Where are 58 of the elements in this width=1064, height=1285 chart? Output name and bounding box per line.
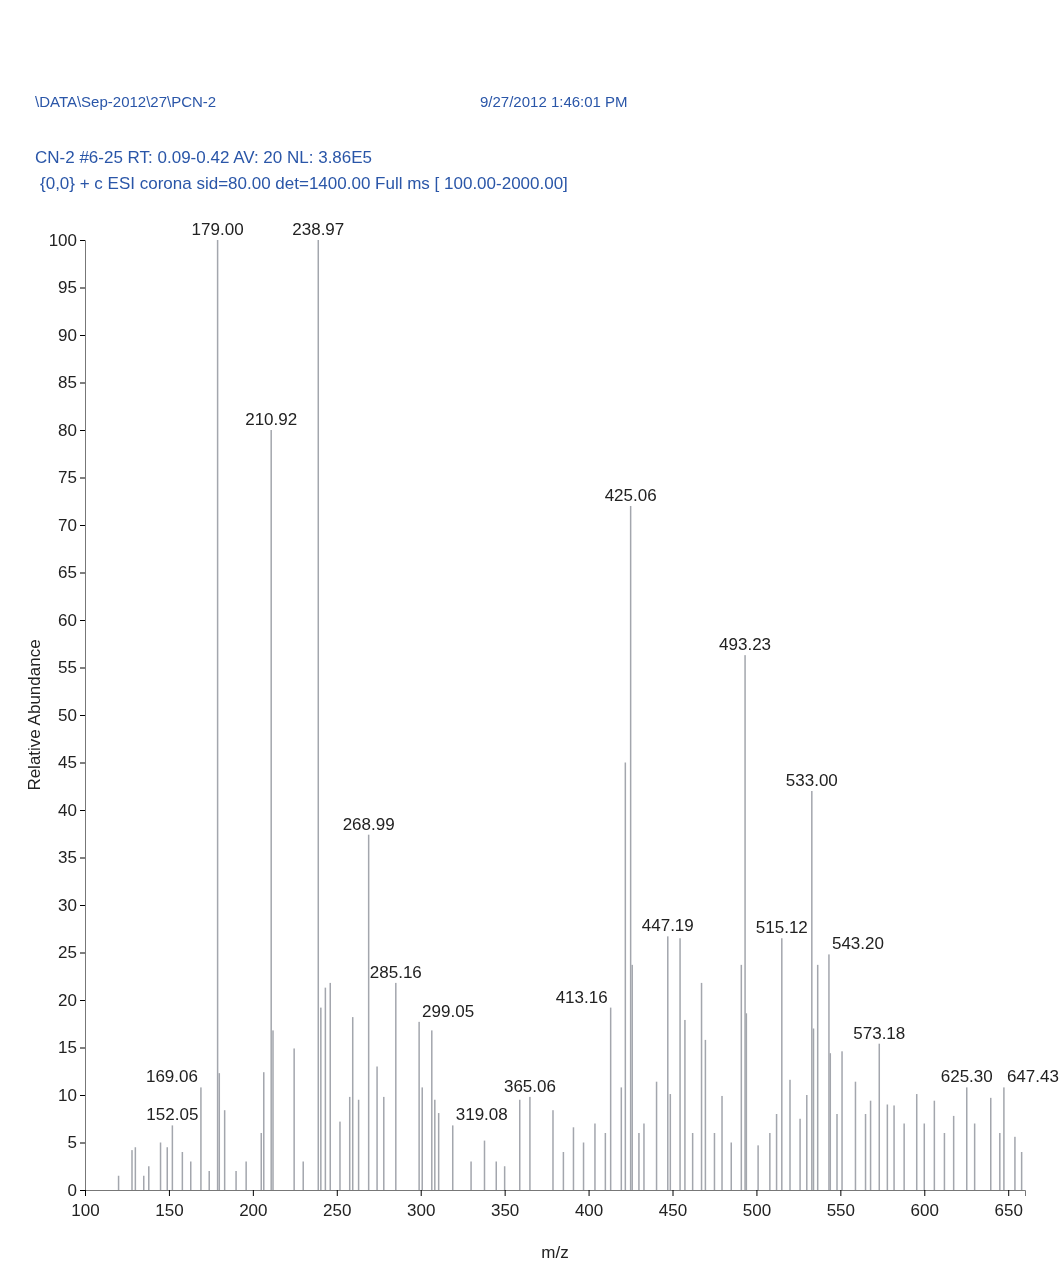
- annotation: 533.00: [785, 771, 838, 790]
- y-axis-title: Relative Abundance: [25, 639, 44, 791]
- chart-title: \DATA\Sep-2012\27\PCN-2: [35, 93, 217, 110]
- x-tick-label: 450: [658, 1201, 688, 1220]
- annotation: 319.08: [455, 1105, 508, 1125]
- y-tick-label: 45: [58, 753, 77, 773]
- y-tick-label: 70: [58, 515, 77, 535]
- annotation: 365.06: [503, 1076, 556, 1096]
- y-tick-label: 60: [58, 610, 77, 630]
- y-tick-label: 30: [58, 895, 77, 915]
- text: {0,0} + c ESI corona sid=80.00 det=1400.00 Full ms [ 100.00-2000.00]: [40, 174, 568, 193]
- annotation: 573.18: [853, 1023, 906, 1043]
- x-tick-label: 150: [155, 1201, 184, 1220]
- x-tick-label: 500: [742, 1201, 772, 1220]
- annotation: 515.12: [755, 918, 808, 938]
- y-tick-label: 75: [58, 468, 77, 488]
- y-tick-label: 0: [67, 1180, 77, 1200]
- y-tick-label: 25: [58, 943, 77, 963]
- annotation: 413.16: [555, 987, 608, 1007]
- x-tick-label: 650: [994, 1201, 1023, 1220]
- annotation: 299.05: [422, 1001, 475, 1021]
- annotation: 268.99: [342, 814, 395, 834]
- text: 9/27/2012 1:46:01 PM: [480, 93, 628, 110]
- annotation: 647.43: [1006, 1067, 1059, 1087]
- y-tick-label: 50: [58, 705, 77, 725]
- x-axis-title: m/z: [541, 1243, 569, 1262]
- y-tick-label: 100: [48, 230, 77, 250]
- annotation: 543.20: [831, 934, 884, 954]
- annotation: 447.19: [641, 916, 694, 936]
- annotation: 425.06: [604, 486, 657, 505]
- annotation: 210.92: [245, 410, 298, 429]
- text: CN-2 #6-25 RT: 0.09-0.42 AV: 20 NL: 3.86E5: [35, 148, 373, 167]
- y-tick-label: 40: [58, 800, 77, 820]
- x-tick-label: 300: [407, 1201, 436, 1220]
- annotation: 152.05: [146, 1105, 199, 1125]
- annotation: 169.06: [145, 1067, 198, 1087]
- x-tick-label: 200: [239, 1201, 268, 1220]
- y-tick-label: 90: [58, 325, 77, 345]
- annotation: 625.30: [940, 1067, 993, 1087]
- x-tick-label: 250: [323, 1201, 352, 1220]
- annotation: 493.23: [719, 635, 772, 655]
- y-tick-label: 65: [58, 563, 77, 583]
- annotation: 179.00: [191, 220, 244, 239]
- y-tick-label: 85: [58, 373, 77, 393]
- x-tick-label: 400: [574, 1201, 604, 1220]
- x-tick-label: 550: [826, 1201, 856, 1220]
- y-tick-label: 35: [58, 848, 77, 868]
- annotation: 238.97: [292, 220, 345, 239]
- y-tick-label: 55: [58, 658, 77, 678]
- y-tick-label: 20: [58, 990, 77, 1010]
- y-tick-label: 5: [67, 1133, 77, 1153]
- y-tick-label: 15: [58, 1038, 77, 1058]
- y-tick-label: 95: [58, 278, 77, 298]
- y-tick-label: 80: [58, 420, 77, 440]
- x-tick-label: 600: [910, 1201, 939, 1220]
- annotation: 285.16: [369, 962, 422, 982]
- y-tick-label: 10: [58, 1085, 77, 1105]
- x-tick-label: 350: [490, 1201, 520, 1220]
